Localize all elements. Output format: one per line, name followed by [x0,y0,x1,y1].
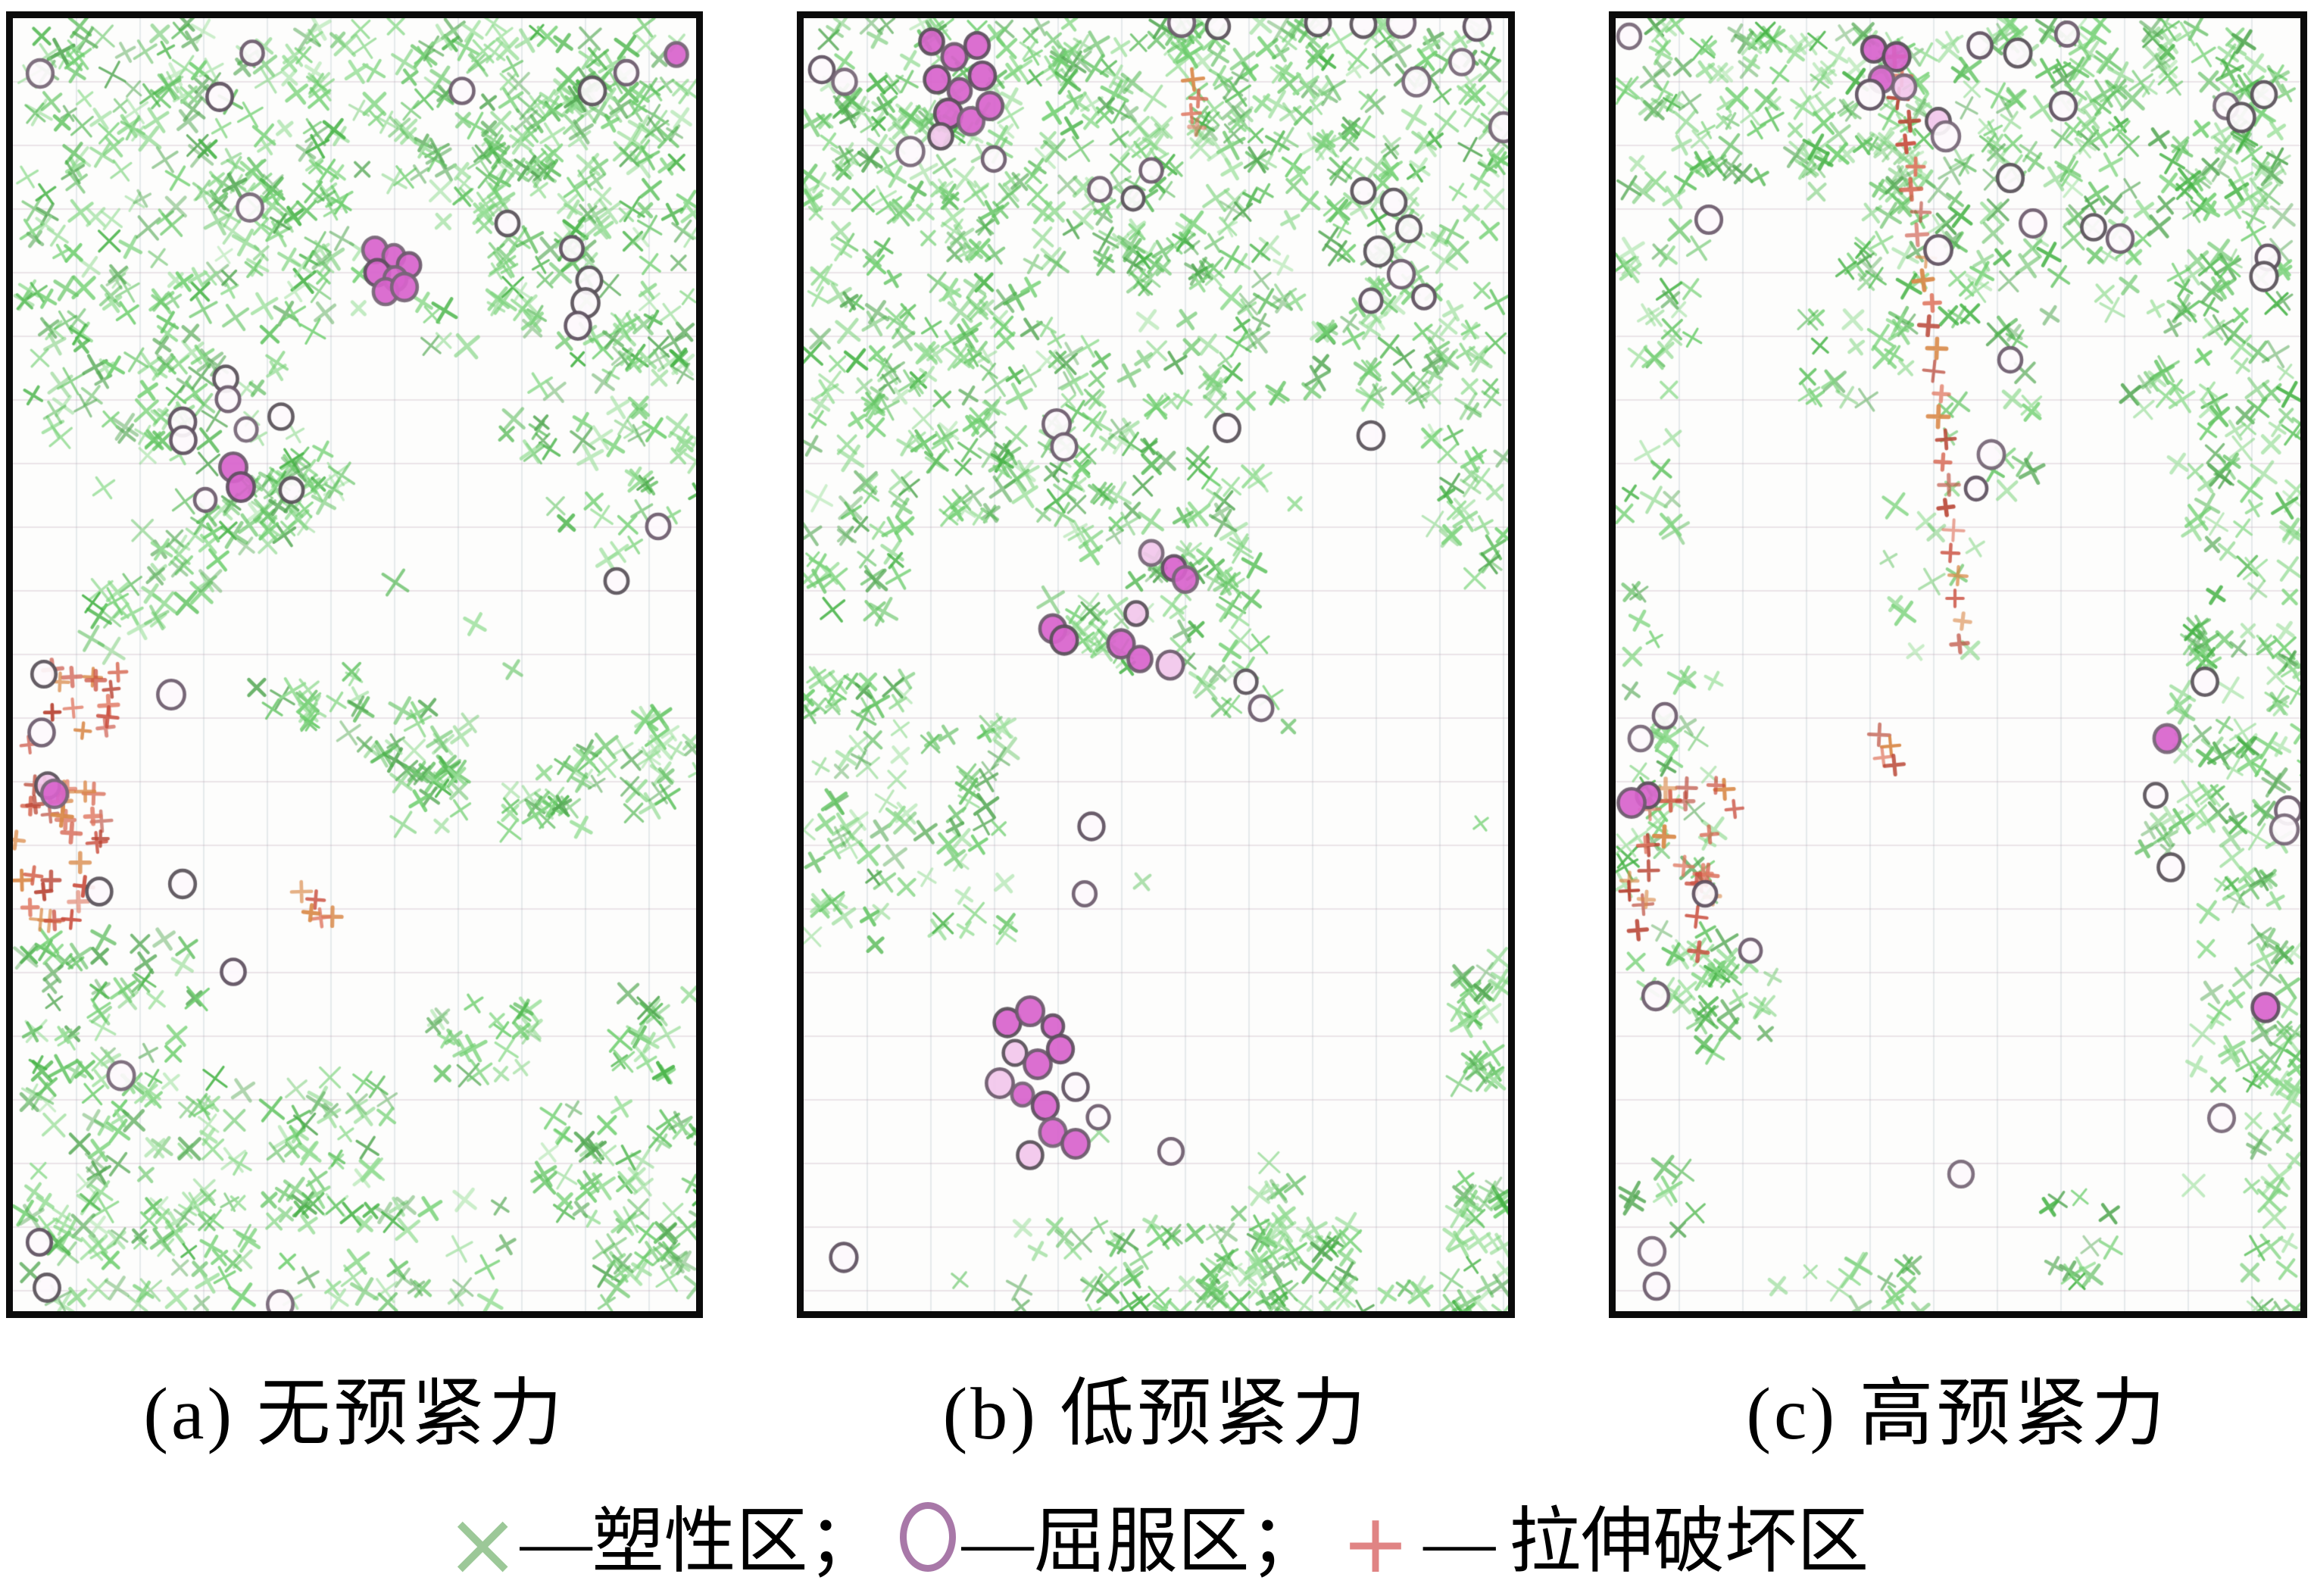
legend-dash-1: — [520,1501,592,1582]
panel-a [6,11,703,1318]
panel-b-plot [804,18,1508,1311]
yield-circle-icon [899,1502,956,1572]
legend-dash-2: — [961,1501,1034,1582]
panel-a-plot [13,18,696,1311]
tension-plus-icon: + [1341,1497,1410,1591]
legend-separator-2: ； [1249,1501,1322,1582]
plastic-x-icon: × [445,1491,520,1596]
panel-c-plot [1616,18,2300,1311]
legend-separator-1: ； [807,1501,880,1582]
figure-legend: ×—塑性区； —屈服区； + — 拉伸破坏区 [0,1483,2314,1596]
caption-panel-b: (b) 低预紧力 [942,1373,1369,1455]
legend-dash-3: — [1423,1501,1496,1582]
caption-panel-c: (c) 高预紧力 [1746,1373,2169,1455]
caption-panel-a: (a) 无预紧力 [143,1373,566,1455]
panel-c [1609,11,2307,1318]
legend-label-yield: 屈服区 [1033,1501,1250,1582]
legend-label-plastic: 塑性区 [592,1501,808,1582]
panel-b [797,11,1515,1318]
legend-label-tension: 拉伸破坏区 [1509,1501,1869,1582]
panels-row [6,11,2307,1318]
